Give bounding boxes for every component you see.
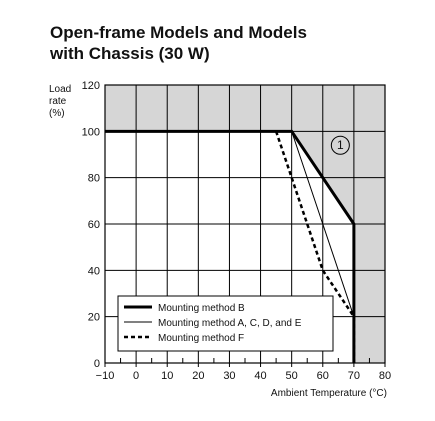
y-tick-label: 20 <box>88 312 100 324</box>
x-tick-label: 80 <box>379 370 391 382</box>
region-marker-circle <box>330 135 350 155</box>
legend-box <box>117 295 334 352</box>
x-tick-label: 0 <box>133 370 139 382</box>
x-tick-label: 60 <box>317 370 329 382</box>
chart-title: Open-frame Models and Models with Chassi… <box>50 22 430 64</box>
y-tick-label: 40 <box>88 265 100 277</box>
region-marker-label: 1 <box>337 138 344 152</box>
y-tick-label: 100 <box>82 126 100 138</box>
y-axis-label-line: (%) <box>49 108 65 119</box>
chart-title-line-2: with Chassis (30 W) <box>50 44 210 63</box>
y-tick-label: 60 <box>88 219 100 231</box>
y-tick-label: 80 <box>88 173 100 185</box>
x-tick-label: 10 <box>161 370 173 382</box>
y-axis-label-line: rate <box>49 96 67 107</box>
derating-shaded-region <box>105 85 385 363</box>
y-tick-label: 0 <box>94 358 100 370</box>
x-axis-label: Ambient Temperature (°C) <box>271 388 387 399</box>
legend-label-1: Mounting method B <box>158 303 245 314</box>
y-tick-label: 120 <box>82 80 100 92</box>
x-tick-label: 40 <box>254 370 266 382</box>
x-tick-label: 50 <box>286 370 298 382</box>
y-axis-label-line: Load <box>49 84 71 95</box>
legend-label-2: Mounting method A, C, D, and E <box>158 318 302 329</box>
series-line-3 <box>274 130 356 363</box>
x-tick-label: 70 <box>348 370 360 382</box>
x-tick-label: 30 <box>223 370 235 382</box>
chart-title-line-1: Open-frame Models and Models <box>50 23 307 42</box>
x-tick-label: 20 <box>192 370 204 382</box>
x-tick-label: −10 <box>96 370 115 382</box>
legend-label-3: Mounting method F <box>158 333 244 344</box>
